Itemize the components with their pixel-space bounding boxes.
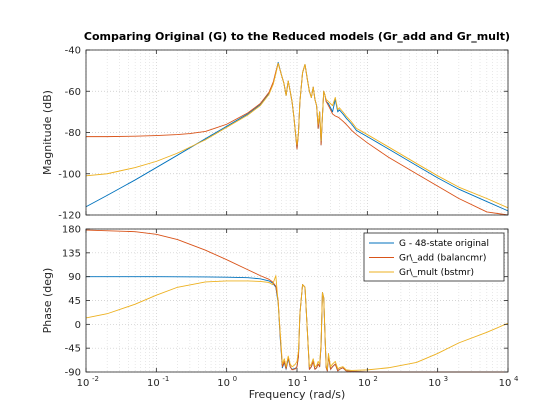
magnitude-y-tick-label: -60 (65, 87, 81, 98)
phase-y-tick-label: -45 (65, 344, 81, 355)
legend-entry-0: G - 48-state original (399, 239, 489, 249)
phase-y-ticks: -90 -45 0 45 90 135 180 (62, 225, 508, 379)
legend-entry-1: Gr\_add (balancmr) (399, 254, 486, 264)
magnitude-y-axis-label: Magnitude (dB) (41, 90, 54, 175)
x-tick-exponent: 2 (373, 375, 377, 383)
x-tick-label: 10 (147, 378, 160, 389)
x-tick-exponent: -2 (92, 375, 99, 383)
phase-y-tick-label: 135 (62, 248, 81, 259)
phase-y-axis-label: Phase (deg) (41, 268, 54, 334)
magnitude-y-tick-label: -100 (58, 169, 81, 180)
x-tick-label: 10 (428, 378, 441, 389)
legend-entry-2: Gr\_mult (bstmr) (399, 268, 474, 278)
x-tick-label: 10 (217, 378, 230, 389)
magnitude-y-tick-label: -120 (58, 211, 81, 222)
x-tick-exponent: -1 (162, 375, 169, 383)
x-tick-label: 10 (499, 378, 512, 389)
magnitude-y-ticks: -120 -100 -80 -60 -40 (58, 46, 508, 222)
x-axis-label: Frequency (rad/s) (249, 388, 346, 401)
phase-y-tick-label: 0 (75, 320, 81, 331)
phase-series (85, 229, 509, 373)
magnitude-series-2-line (85, 62, 509, 209)
phase-y-tick-label: -90 (65, 368, 81, 379)
phase-y-tick-label: 45 (68, 296, 81, 307)
magnitude-x-ticks (85, 50, 509, 215)
phase-x-ticks: 10 -2 10 -1 10 0 10 1 10 2 10 3 10 4 (77, 229, 519, 389)
magnitude-y-tick-label: -40 (65, 46, 81, 57)
x-tick-exponent: 4 (514, 375, 519, 383)
x-tick-label: 10 (288, 378, 301, 389)
x-tick-exponent: 0 (233, 375, 237, 383)
magnitude-axes: -120 -100 -80 -60 -40 Magnitude (dB) (41, 46, 509, 222)
x-tick-label: 10 (358, 378, 371, 389)
magnitude-y-tick-label: -80 (65, 128, 81, 139)
x-tick-exponent: 1 (303, 375, 307, 383)
x-tick-label: 10 (77, 378, 90, 389)
x-tick-exponent: 3 (444, 375, 448, 383)
phase-series-2-line (85, 275, 509, 371)
magnitude-series (85, 61, 509, 216)
legend-entries: G - 48-state original Gr\_add (balancmr) G… (369, 239, 489, 278)
phase-y-tick-label: 180 (62, 225, 81, 236)
figure-title: Comparing Original (G) to the Reduced mo… (84, 30, 510, 43)
phase-y-tick-label: 90 (68, 272, 81, 283)
legend: G - 48-state original Gr\_add (balancmr) G… (363, 232, 505, 282)
